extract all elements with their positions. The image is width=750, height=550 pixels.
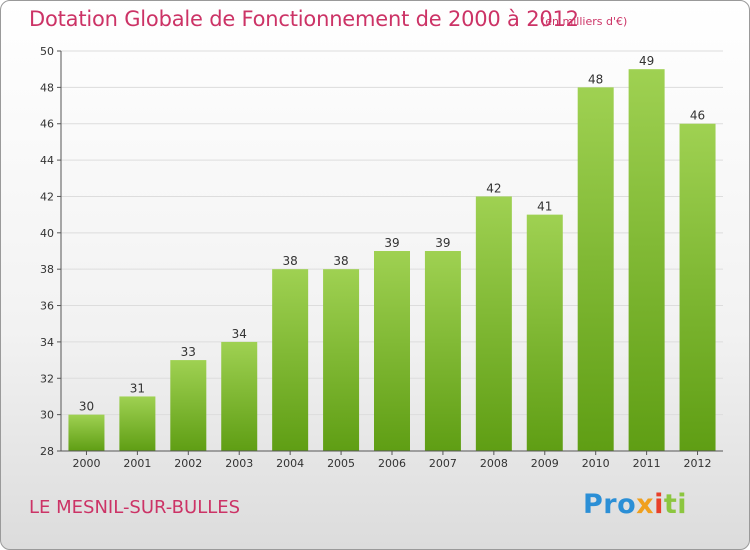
bar-2001	[119, 396, 156, 451]
y-tick-label: 42	[40, 190, 54, 203]
data-label: 31	[130, 381, 145, 395]
x-tick-label: 2006	[378, 457, 406, 470]
bar-2009	[526, 214, 563, 451]
data-label: 48	[588, 72, 603, 86]
x-tick-label: 2000	[72, 457, 100, 470]
bar-chart: 30 31 33 34 38 38 39 39 42 41 48 49 46 28 30 32 34 36 38 4…	[40, 45, 723, 470]
x-tick-label: 2010	[582, 457, 610, 470]
y-tick-label: 46	[40, 118, 54, 131]
bar-2004	[272, 269, 309, 451]
data-label: 38	[283, 254, 298, 268]
x-tick-label: 2007	[429, 457, 457, 470]
x-tick-label: 2011	[633, 457, 661, 470]
data-label: 46	[690, 109, 705, 123]
bar-2005	[323, 269, 360, 451]
x-tick-label: 2005	[327, 457, 355, 470]
y-tick-label: 48	[40, 81, 54, 94]
x-tick-label: 2001	[123, 457, 151, 470]
y-tick-label: 32	[40, 372, 54, 385]
y-tick-label: 38	[40, 263, 54, 276]
y-tick-label: 30	[40, 409, 54, 422]
bar-2011	[628, 69, 665, 451]
x-tick-label: 2009	[531, 457, 559, 470]
bar-2006	[374, 251, 410, 451]
data-label: 49	[639, 54, 654, 68]
y-tick-label: 40	[40, 227, 54, 240]
y-tick-label: 44	[40, 154, 54, 167]
commune-name: LE MESNIL-SUR-BULLES	[29, 497, 241, 518]
y-tick-label: 34	[40, 336, 54, 349]
chart-title: Dotation Globale de Fonctionnement de 20…	[29, 7, 579, 31]
y-tick-label: 50	[40, 45, 54, 58]
data-label: 39	[435, 236, 450, 250]
axes: 28 30 32 34 36 38 40 42 44 46 48 50 2000 2001 2002 2003…	[40, 45, 723, 470]
data-label: 33	[181, 345, 196, 359]
x-tick-label: 2012	[684, 457, 712, 470]
data-label: 30	[79, 400, 94, 414]
y-tick-label: 36	[40, 300, 54, 313]
proxiti-logo: Proxiti	[583, 489, 688, 520]
bar-2003	[221, 341, 258, 451]
bar-2000	[68, 414, 105, 451]
bar-2007	[424, 251, 461, 451]
data-label: 41	[537, 200, 552, 214]
data-label: 39	[384, 236, 399, 250]
bar-2012	[679, 123, 716, 452]
x-tick-label: 2003	[225, 457, 253, 470]
y-tick-label: 28	[40, 445, 54, 458]
bars: 30 31 33 34 38 38 39 39 42 41 48 49 46	[68, 54, 716, 452]
bar-2008	[475, 196, 512, 451]
x-tick-label: 2004	[276, 457, 304, 470]
data-label: 42	[486, 181, 501, 195]
x-tick-label: 2002	[174, 457, 202, 470]
bar-2002	[170, 360, 207, 451]
bar-2010	[577, 87, 614, 451]
data-label: 34	[232, 327, 247, 341]
x-tick-label: 2008	[480, 457, 508, 470]
data-label: 38	[333, 254, 348, 268]
unit-note: (en milliers d'€)	[541, 15, 628, 28]
